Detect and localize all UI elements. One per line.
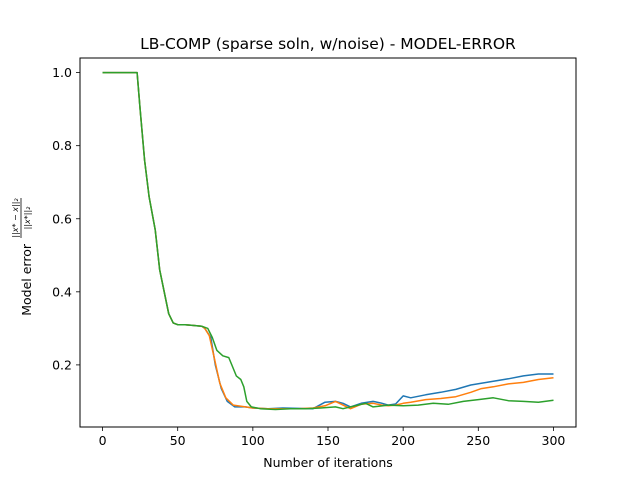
x-axis-ticks: 0 50 100 150 200 250 300 [99, 427, 566, 448]
x-tick-label: 50 [170, 433, 186, 448]
y-tick-label: 0.6 [52, 211, 72, 226]
x-tick-label: 250 [466, 433, 490, 448]
series-line-1 [102, 71, 554, 410]
y-tick-label: 0.4 [52, 284, 72, 299]
y-tick-label: 0.8 [52, 138, 72, 153]
y-axis-label-numerator: ||x* − x||₂ [11, 198, 20, 238]
chart-title: LB-COMP (sparse soln, w/noise) - MODEL-E… [140, 35, 516, 53]
series-layer [102, 71, 554, 411]
series-line-2 [102, 71, 554, 410]
y-tick-label: 0.2 [52, 357, 72, 372]
y-axis-label: Model error [19, 243, 34, 316]
x-axis-label: Number of iterations [263, 455, 393, 470]
plot-frame [79, 57, 577, 428]
x-tick-label: 300 [542, 433, 566, 448]
series-line-3 [102, 71, 554, 411]
x-tick-label: 150 [316, 433, 340, 448]
x-tick-label: 200 [391, 433, 415, 448]
x-tick-label: 0 [99, 433, 107, 448]
y-tick-label: 1.0 [52, 65, 72, 80]
y-axis-ticks: 0.2 0.4 0.6 0.8 1.0 [52, 65, 80, 372]
x-tick-label: 100 [241, 433, 265, 448]
y-axis-label-group: Model error ||x* − x||₂ ||x*||₂ [11, 198, 34, 316]
y-axis-label-denominator: ||x*||₂ [23, 206, 32, 230]
